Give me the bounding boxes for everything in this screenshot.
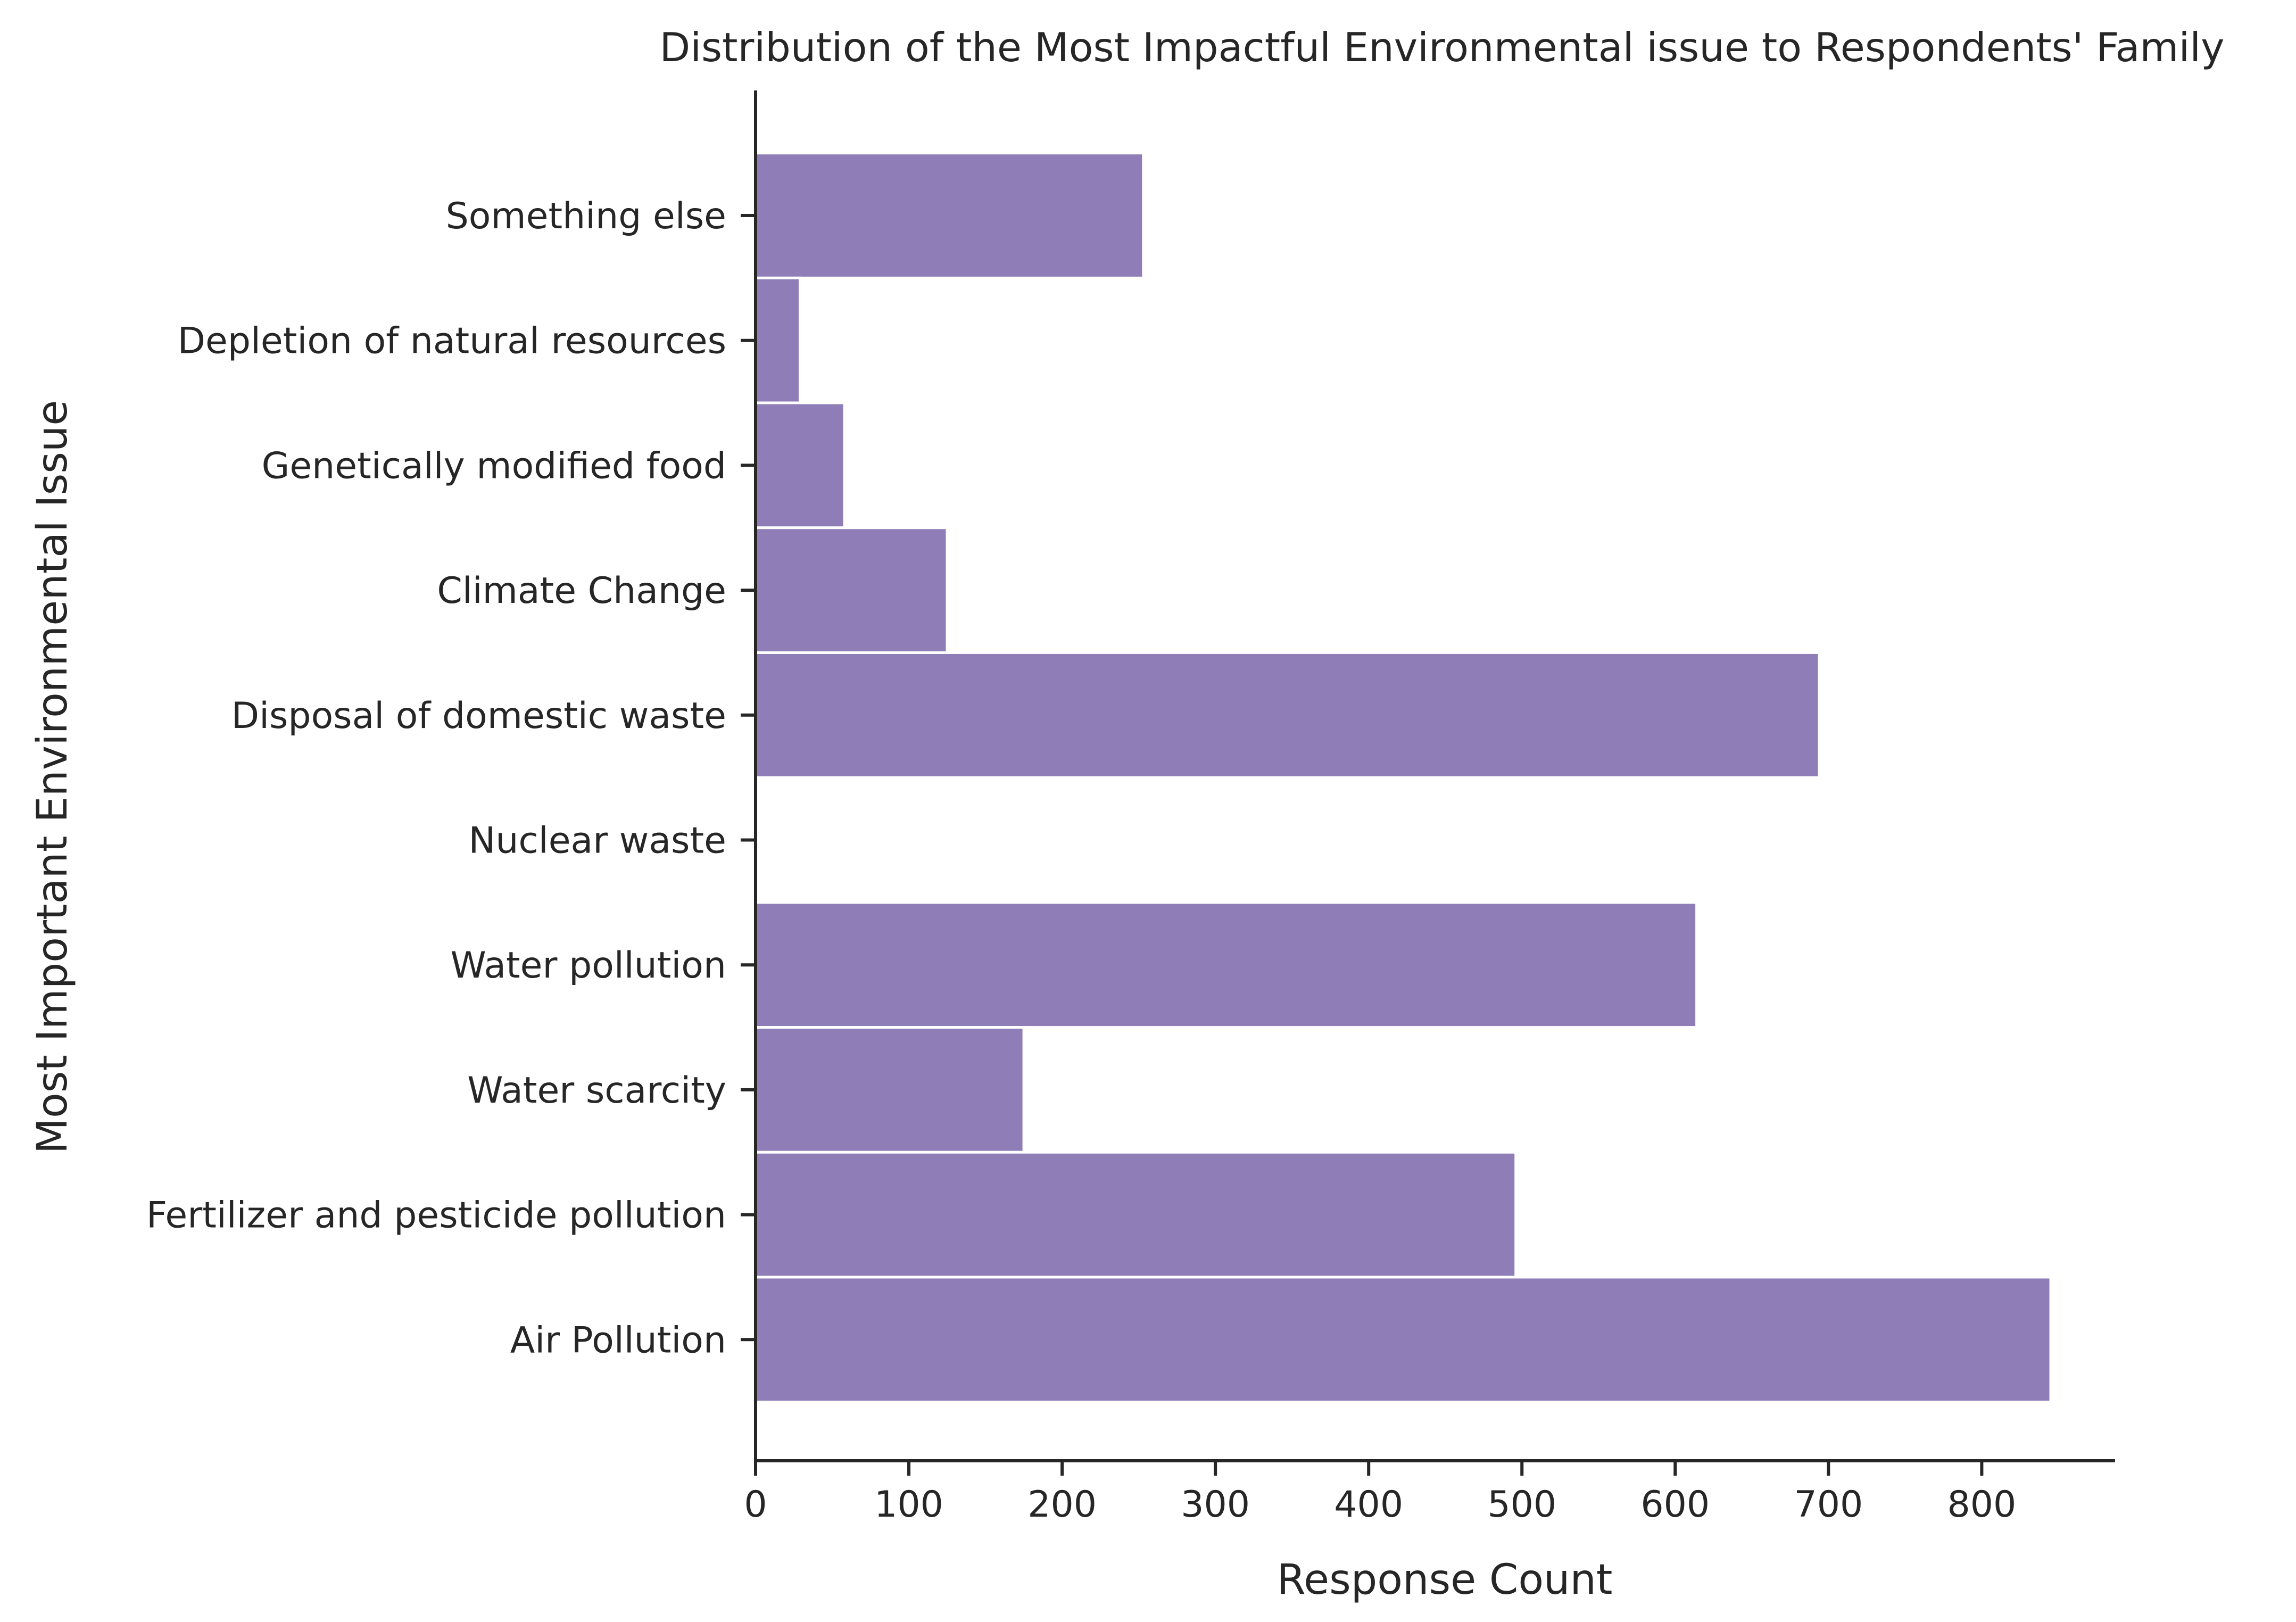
y-axis-ticks: Something else Depletion of natural resou… [146,195,756,1361]
bar-climate-change [754,526,949,654]
x-tick-label: 400 [1334,1484,1403,1526]
y-tick-label: Nuclear waste [468,820,726,862]
bar-air-pollution [754,1276,2052,1404]
x-tick-label: 0 [744,1484,767,1526]
bars [754,152,2052,1404]
y-tick-label: Something else [446,195,726,237]
y-tick-label: Air Pollution [510,1319,726,1361]
bar-water-pollution [754,901,1698,1029]
y-tick-label: Depletion of natural resources [178,320,726,362]
x-tick-label: 700 [1794,1484,1863,1526]
bar-disposal-of-domestic-waste [754,651,1821,779]
y-tick-label: Fertilizer and pesticide pollution [146,1195,726,1237]
y-tick-label: Water scarcity [467,1070,726,1112]
x-tick-label: 500 [1487,1484,1556,1526]
x-axis-ticks: 0 100 200 300 400 500 600 700 800 [744,1461,2016,1526]
x-tick-label: 100 [874,1484,943,1526]
bar-genetically-modified-food [754,401,846,529]
y-tick-label: Climate Change [437,570,726,612]
y-tick-label: Genetically modified food [262,445,726,487]
chart-title: Distribution of the Most Impactful Envir… [659,24,2224,71]
bar-something-else [754,152,1145,279]
bar-water-scarcity [754,1026,1025,1154]
bar-depletion-of-natural-resources [754,276,802,404]
bar-fertilizer-and-pesticide-pollution [754,1151,1518,1279]
x-tick-label: 800 [1947,1484,2016,1526]
x-axis-title: Response Count [1277,1556,1612,1604]
y-axis-title: Most Important Environmental Issue [29,400,77,1154]
x-tick-label: 600 [1640,1484,1710,1526]
y-tick-label: Water pollution [450,945,726,987]
x-tick-label: 200 [1027,1484,1097,1526]
y-tick-label: Disposal of domestic waste [231,695,726,737]
x-tick-label: 300 [1181,1484,1250,1526]
